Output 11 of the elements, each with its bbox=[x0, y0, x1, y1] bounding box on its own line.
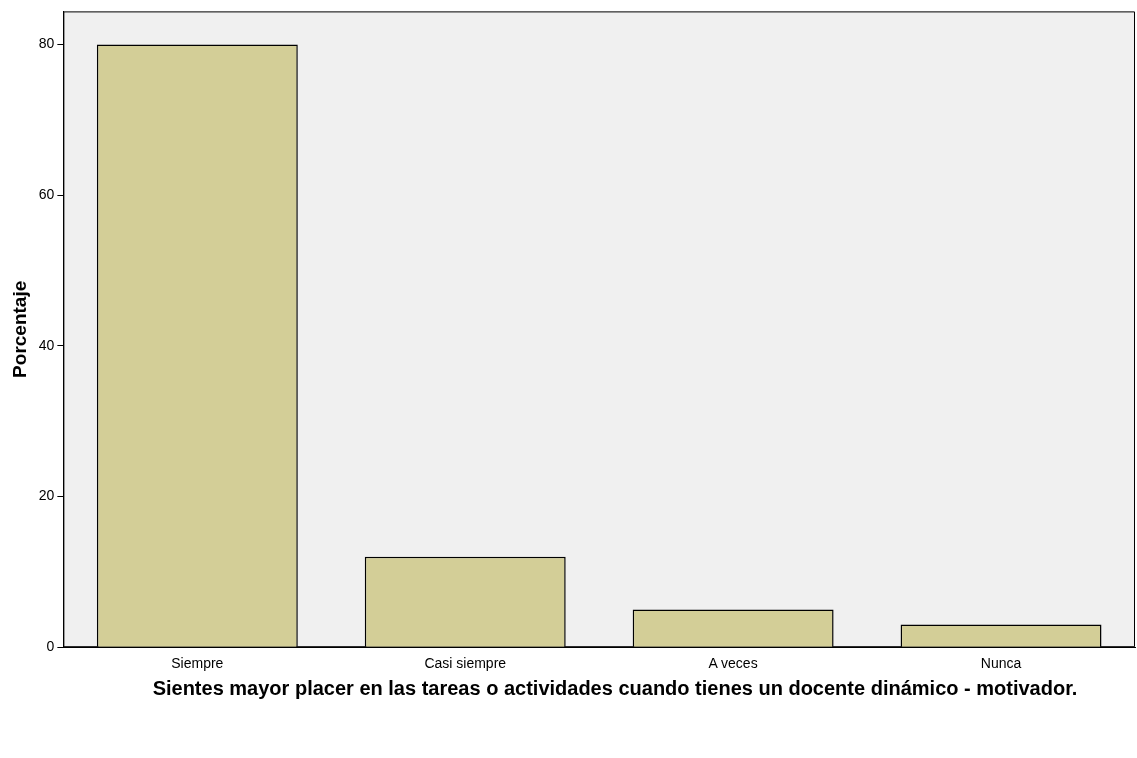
y-tick-label: 60 bbox=[38, 186, 55, 203]
x-tick-label: A veces bbox=[708, 655, 758, 672]
y-tick-label: 40 bbox=[38, 336, 55, 353]
x-axis-title: Sientes mayor placer en las tareas o actividades cuando tienes un docente dinámico - motivador. bbox=[151, 677, 1079, 699]
y-axis-title: Porcentaje bbox=[8, 280, 30, 378]
x-tick-label: Casi siempre bbox=[424, 655, 507, 672]
x-tick-label: Nunca bbox=[980, 655, 1022, 672]
y-tick-label: 80 bbox=[38, 35, 55, 52]
y-tick-label: 0 bbox=[46, 638, 55, 655]
y-tick-label: 20 bbox=[38, 487, 55, 504]
x-tick-label: Siempre bbox=[171, 655, 224, 672]
